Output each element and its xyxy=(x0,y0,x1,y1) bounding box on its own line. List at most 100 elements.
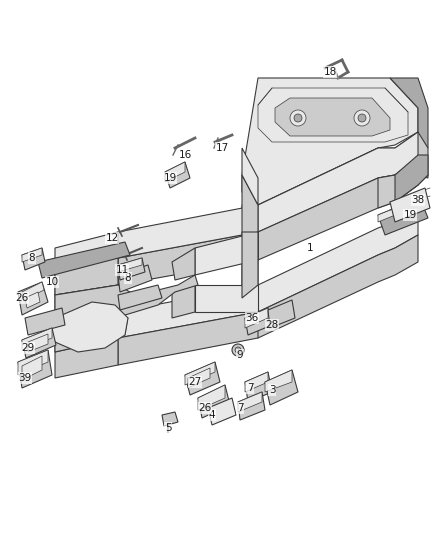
Polygon shape xyxy=(118,285,258,338)
Polygon shape xyxy=(258,132,428,235)
Polygon shape xyxy=(118,285,162,310)
Polygon shape xyxy=(198,385,225,410)
Polygon shape xyxy=(185,362,220,395)
Polygon shape xyxy=(38,242,130,278)
Text: 18: 18 xyxy=(323,67,337,77)
Text: 19: 19 xyxy=(403,210,417,220)
Polygon shape xyxy=(395,155,428,202)
Polygon shape xyxy=(50,302,128,352)
Text: 10: 10 xyxy=(46,277,59,287)
Polygon shape xyxy=(195,232,258,275)
Polygon shape xyxy=(22,282,44,300)
Polygon shape xyxy=(242,208,418,312)
Text: 7: 7 xyxy=(237,403,244,413)
Polygon shape xyxy=(242,148,258,205)
Text: 28: 28 xyxy=(265,320,279,330)
Polygon shape xyxy=(172,285,195,318)
Polygon shape xyxy=(245,372,268,392)
Polygon shape xyxy=(378,198,420,222)
Text: 12: 12 xyxy=(106,233,119,243)
Polygon shape xyxy=(242,78,418,205)
Text: 11: 11 xyxy=(115,265,129,275)
Text: 38: 38 xyxy=(411,195,424,205)
Polygon shape xyxy=(162,412,178,426)
Polygon shape xyxy=(55,258,118,295)
Polygon shape xyxy=(55,312,118,352)
Polygon shape xyxy=(242,235,418,338)
Circle shape xyxy=(294,114,302,122)
Polygon shape xyxy=(22,356,42,380)
Text: 8: 8 xyxy=(125,273,131,283)
Polygon shape xyxy=(55,285,118,325)
Polygon shape xyxy=(238,392,265,420)
Circle shape xyxy=(358,114,366,122)
Polygon shape xyxy=(118,265,152,292)
Polygon shape xyxy=(55,312,118,352)
Text: 19: 19 xyxy=(163,173,177,183)
Circle shape xyxy=(354,110,370,126)
Text: 7: 7 xyxy=(247,383,253,393)
Polygon shape xyxy=(245,372,272,402)
Text: 8: 8 xyxy=(28,253,35,263)
Polygon shape xyxy=(55,338,118,378)
Polygon shape xyxy=(185,362,215,385)
Polygon shape xyxy=(118,312,258,365)
Polygon shape xyxy=(188,368,210,388)
Polygon shape xyxy=(118,258,142,272)
Polygon shape xyxy=(242,132,418,232)
Polygon shape xyxy=(18,350,52,388)
Polygon shape xyxy=(242,232,258,298)
Polygon shape xyxy=(242,158,418,260)
Polygon shape xyxy=(245,308,268,328)
Polygon shape xyxy=(275,98,390,136)
Polygon shape xyxy=(242,175,258,298)
Polygon shape xyxy=(22,248,45,270)
Polygon shape xyxy=(22,248,42,262)
Polygon shape xyxy=(195,285,258,312)
Polygon shape xyxy=(118,205,258,258)
Polygon shape xyxy=(390,188,430,222)
Polygon shape xyxy=(208,398,236,425)
Polygon shape xyxy=(118,232,258,285)
Polygon shape xyxy=(22,328,52,350)
Polygon shape xyxy=(245,308,272,335)
Polygon shape xyxy=(172,248,195,280)
Polygon shape xyxy=(18,282,48,315)
Polygon shape xyxy=(22,328,56,358)
Text: 36: 36 xyxy=(245,313,258,323)
Polygon shape xyxy=(390,78,428,148)
Polygon shape xyxy=(378,198,428,235)
Circle shape xyxy=(232,344,244,356)
Polygon shape xyxy=(118,258,145,280)
Text: 29: 29 xyxy=(21,343,35,353)
Polygon shape xyxy=(165,162,190,188)
Polygon shape xyxy=(25,308,65,335)
Polygon shape xyxy=(265,370,292,392)
Polygon shape xyxy=(198,385,230,418)
Text: 26: 26 xyxy=(15,293,28,303)
Text: 16: 16 xyxy=(178,150,192,160)
Text: 3: 3 xyxy=(268,385,276,395)
Polygon shape xyxy=(18,350,48,375)
Polygon shape xyxy=(55,232,118,268)
Text: 5: 5 xyxy=(165,423,171,433)
Polygon shape xyxy=(238,392,262,412)
Polygon shape xyxy=(258,88,408,142)
Text: 27: 27 xyxy=(188,377,201,387)
Text: 26: 26 xyxy=(198,403,212,413)
Text: 1: 1 xyxy=(307,243,313,253)
Polygon shape xyxy=(265,370,298,405)
Polygon shape xyxy=(268,300,295,328)
Polygon shape xyxy=(28,334,48,352)
Text: 4: 4 xyxy=(208,410,215,420)
Circle shape xyxy=(290,110,306,126)
Polygon shape xyxy=(55,275,198,325)
Polygon shape xyxy=(165,162,185,182)
Text: 39: 39 xyxy=(18,373,32,383)
Polygon shape xyxy=(25,292,40,308)
Text: 17: 17 xyxy=(215,143,229,153)
Polygon shape xyxy=(378,158,428,208)
Text: 9: 9 xyxy=(237,350,244,360)
Circle shape xyxy=(235,347,241,353)
Polygon shape xyxy=(55,258,118,295)
